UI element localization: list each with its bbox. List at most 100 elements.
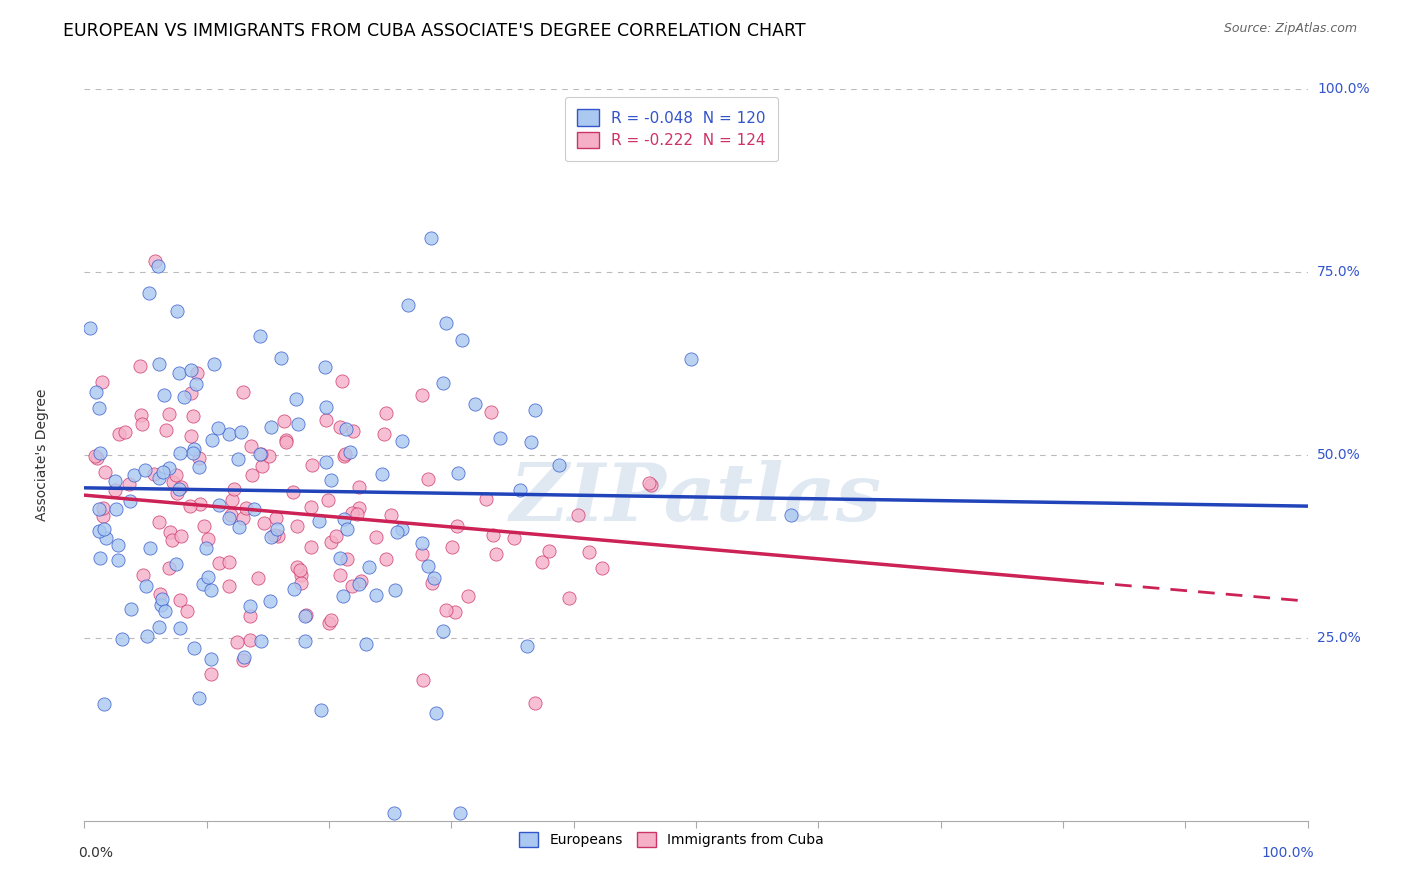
Point [270,351,292,365]
Point [232,653,254,667]
Point [89,501,111,516]
Point [202,357,225,371]
Point [530,555,553,569]
Point [148,515,170,529]
Point [780,508,803,522]
Point [94,465,117,479]
Point [333,511,356,525]
Point [152,465,174,479]
Point [200,582,222,597]
Point [249,328,271,343]
Point [299,500,322,515]
Point [329,551,352,566]
Point [488,431,510,445]
Point [243,502,266,516]
Point [149,587,172,601]
Point [167,482,190,496]
Point [309,703,332,717]
Point [250,634,273,648]
Point [197,570,219,584]
Point [434,603,457,617]
Point [464,397,486,411]
Point [186,376,208,391]
Point [366,588,388,602]
Point [524,696,547,710]
Point [239,608,262,623]
Point [187,450,209,465]
Point [117,476,139,491]
Text: 25.0%: 25.0% [1317,631,1361,645]
Point [152,388,174,402]
Point [457,589,479,603]
Point [640,478,662,492]
Point [346,507,368,521]
Point [129,359,152,374]
Point [186,366,208,380]
Point [314,360,336,375]
Text: 100.0%: 100.0% [1261,847,1313,860]
Point [567,508,589,523]
Point [107,538,129,552]
Point [257,449,280,463]
Point [336,552,359,566]
Point [221,493,243,508]
Point [449,806,471,821]
Point [342,579,364,593]
Point [107,553,129,567]
Point [135,629,157,643]
Point [176,604,198,618]
Point [288,563,311,577]
Point [434,317,457,331]
Point [193,577,215,591]
Point [93,697,115,711]
Point [104,474,127,488]
Point [283,582,305,596]
Point [516,640,538,654]
Point [329,420,352,434]
Point [260,419,283,434]
Point [165,558,187,572]
Point [412,673,434,687]
Point [446,519,468,533]
Point [479,405,502,419]
Point [336,523,359,537]
Point [170,480,193,494]
Point [166,303,188,318]
Point [411,388,433,402]
Point [425,706,447,720]
Point [165,467,187,482]
Point [180,363,202,377]
Point [259,594,281,608]
Point [108,426,131,441]
Point [120,601,142,615]
Point [218,426,240,441]
Point [91,501,114,516]
Text: ZIPatlas: ZIPatlas [510,460,882,538]
Point [371,467,394,482]
Point [342,424,364,438]
Text: 75.0%: 75.0% [1317,265,1361,279]
Point [250,447,273,461]
Point [342,507,364,521]
Point [420,576,443,591]
Point [169,593,191,607]
Legend: Europeans, Immigrants from Cuba: Europeans, Immigrants from Cuba [512,825,831,854]
Point [315,400,337,414]
Point [373,427,395,442]
Point [148,260,170,274]
Point [150,592,173,607]
Point [224,482,246,496]
Point [266,522,288,536]
Point [239,633,262,648]
Point [509,483,531,497]
Point [194,541,217,555]
Point [173,391,195,405]
Point [240,439,263,453]
Point [181,409,204,424]
Point [219,508,242,523]
Point [333,449,356,463]
Point [89,446,111,460]
Point [91,376,114,390]
Point [264,511,287,525]
Point [384,582,406,597]
